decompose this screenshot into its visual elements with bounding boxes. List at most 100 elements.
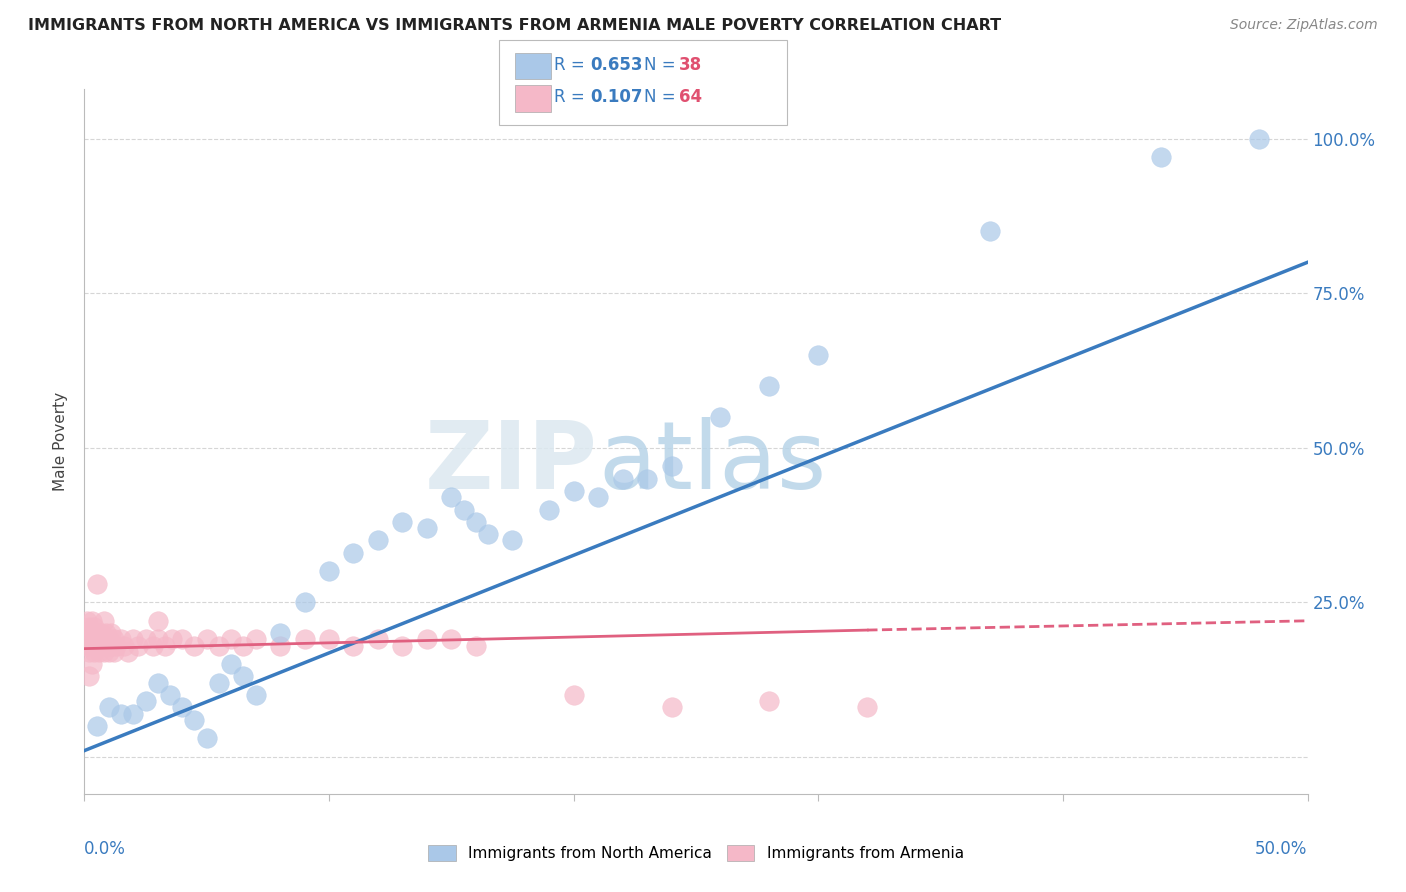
- Text: 50.0%: 50.0%: [1256, 840, 1308, 858]
- Point: [318, 565, 340, 579]
- Text: 0.653: 0.653: [591, 56, 643, 74]
- Text: atlas: atlas: [598, 417, 827, 508]
- Point: [159, 688, 181, 702]
- Point: [172, 700, 194, 714]
- Point: [122, 706, 145, 721]
- Text: 0.107: 0.107: [591, 88, 643, 106]
- Point: [77, 645, 100, 659]
- Point: [342, 546, 364, 560]
- Point: [86, 576, 108, 591]
- Text: IMMIGRANTS FROM NORTH AMERICA VS IMMIGRANTS FROM ARMENIA MALE POVERTY CORRELATIO: IMMIGRANTS FROM NORTH AMERICA VS IMMIGRA…: [28, 18, 1001, 33]
- Point: [80, 626, 103, 640]
- Point: [208, 639, 231, 653]
- Point: [661, 459, 683, 474]
- Point: [464, 515, 486, 529]
- Point: [127, 639, 149, 653]
- Point: [269, 639, 291, 653]
- Point: [162, 632, 184, 647]
- Point: [1247, 131, 1270, 145]
- Point: [77, 620, 100, 634]
- Point: [112, 639, 135, 653]
- Point: [612, 472, 634, 486]
- Point: [453, 502, 475, 516]
- Point: [208, 675, 231, 690]
- Point: [502, 533, 524, 548]
- Point: [103, 645, 125, 659]
- Point: [172, 632, 194, 647]
- Text: Source: ZipAtlas.com: Source: ZipAtlas.com: [1230, 18, 1378, 32]
- Point: [477, 527, 499, 541]
- Point: [856, 700, 879, 714]
- Text: ZIP: ZIP: [425, 417, 598, 508]
- Point: [245, 632, 267, 647]
- Point: [76, 626, 98, 640]
- Point: [96, 639, 118, 653]
- Text: R =: R =: [554, 88, 591, 106]
- Text: R =: R =: [554, 56, 591, 74]
- Point: [97, 700, 120, 714]
- Point: [416, 632, 439, 647]
- Point: [77, 669, 100, 683]
- Point: [80, 614, 103, 628]
- Point: [219, 657, 242, 671]
- Point: [183, 639, 205, 653]
- Point: [538, 502, 561, 516]
- Point: [758, 694, 780, 708]
- Point: [661, 700, 683, 714]
- Point: [122, 632, 145, 647]
- Point: [83, 645, 105, 659]
- Point: [87, 645, 110, 659]
- Point: [142, 639, 165, 653]
- Point: [232, 669, 254, 683]
- Point: [93, 645, 115, 659]
- Point: [146, 675, 169, 690]
- Point: [636, 472, 658, 486]
- Point: [86, 626, 108, 640]
- Point: [709, 409, 731, 424]
- Text: N =: N =: [644, 88, 681, 106]
- Point: [93, 632, 115, 647]
- Y-axis label: Male Poverty: Male Poverty: [53, 392, 69, 491]
- Point: [440, 490, 463, 504]
- Point: [76, 639, 98, 653]
- Point: [86, 719, 108, 733]
- Point: [464, 639, 486, 653]
- Point: [103, 632, 125, 647]
- Text: 0.0%: 0.0%: [84, 840, 127, 858]
- Point: [391, 515, 413, 529]
- Point: [586, 490, 609, 504]
- Point: [97, 645, 120, 659]
- Point: [232, 639, 254, 653]
- Point: [367, 632, 389, 647]
- Point: [90, 626, 112, 640]
- Point: [183, 713, 205, 727]
- Point: [1150, 150, 1173, 164]
- Point: [294, 632, 316, 647]
- Point: [86, 639, 108, 653]
- Point: [342, 639, 364, 653]
- Point: [110, 632, 132, 647]
- Point: [80, 657, 103, 671]
- Point: [391, 639, 413, 653]
- Point: [245, 688, 267, 702]
- Point: [146, 632, 169, 647]
- Point: [90, 639, 112, 653]
- Point: [76, 614, 98, 628]
- Point: [195, 731, 218, 746]
- Point: [135, 632, 157, 647]
- Point: [219, 632, 242, 647]
- Legend: Immigrants from North America, Immigrants from Armenia: Immigrants from North America, Immigrant…: [422, 839, 970, 867]
- Point: [80, 639, 103, 653]
- Point: [416, 521, 439, 535]
- Point: [93, 614, 115, 628]
- Text: 38: 38: [679, 56, 702, 74]
- Point: [117, 645, 139, 659]
- Point: [758, 379, 780, 393]
- Point: [135, 694, 157, 708]
- Point: [807, 348, 830, 362]
- Point: [96, 626, 118, 640]
- Point: [83, 632, 105, 647]
- Point: [110, 706, 132, 721]
- Point: [562, 688, 585, 702]
- Point: [77, 632, 100, 647]
